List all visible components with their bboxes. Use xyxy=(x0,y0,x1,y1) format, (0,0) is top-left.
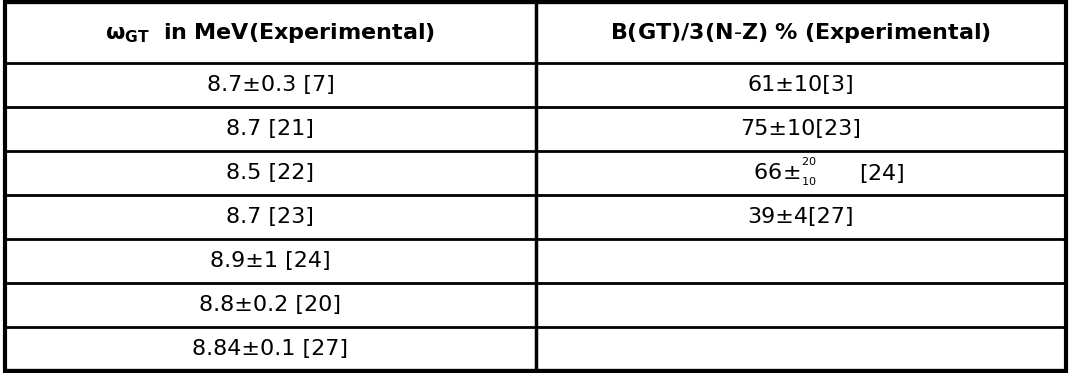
Text: 8.84±0.1 [27]: 8.84±0.1 [27] xyxy=(193,339,348,359)
Text: 8.5 [22]: 8.5 [22] xyxy=(226,163,315,183)
Text: 39±4[27]: 39±4[27] xyxy=(748,207,854,227)
Text: $\mathbf{\omega}_{\mathbf{GT}}$$\bf{\ \ in\ MeV(Experimental)}$: $\mathbf{\omega}_{\mathbf{GT}}$$\bf{\ \ … xyxy=(105,21,436,45)
Text: ${}^{20}$: ${}^{20}$ xyxy=(801,158,816,173)
Text: $66\!\pm\!$: $66\!\pm\!$ xyxy=(753,163,801,183)
Text: 75±10[23]: 75±10[23] xyxy=(740,119,861,140)
Text: $\bf{B(GT)/3(N\text{-}Z)\ \%\ (Experimental)}$: $\bf{B(GT)/3(N\text{-}Z)\ \%\ (Experimen… xyxy=(610,21,991,45)
Text: 8.9±1 [24]: 8.9±1 [24] xyxy=(210,251,331,271)
Text: $[24]$: $[24]$ xyxy=(860,162,905,185)
Text: 8.8±0.2 [20]: 8.8±0.2 [20] xyxy=(199,295,342,315)
Text: 8.7 [23]: 8.7 [23] xyxy=(226,207,315,227)
Text: ${}_{10}$: ${}_{10}$ xyxy=(801,173,816,188)
Text: 61±10[3]: 61±10[3] xyxy=(748,75,854,95)
Text: 8.7±0.3 [7]: 8.7±0.3 [7] xyxy=(207,75,334,95)
Text: 8.7 [21]: 8.7 [21] xyxy=(226,119,315,140)
